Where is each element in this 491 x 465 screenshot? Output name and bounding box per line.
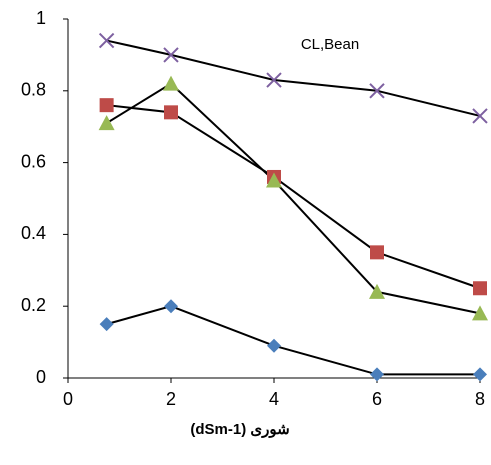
marker [99, 98, 114, 113]
marker [369, 283, 385, 299]
marker [164, 105, 178, 120]
y-tick-label: 0.4 [21, 223, 46, 243]
x-tick-label: 8 [475, 389, 485, 409]
marker [267, 338, 281, 353]
marker [163, 75, 179, 91]
x-axis-label: شوری (dSm-1) [190, 421, 289, 438]
chart-title: CL,Bean [301, 36, 359, 53]
marker [266, 72, 282, 88]
y-tick-label: 0.8 [21, 80, 46, 100]
x-tick-label: 4 [269, 389, 279, 409]
marker [472, 108, 488, 124]
marker [266, 172, 282, 188]
marker [369, 83, 385, 99]
marker [472, 305, 488, 321]
series-line [106, 82, 481, 315]
marker [473, 367, 487, 382]
marker [163, 47, 179, 63]
series-line [106, 104, 481, 290]
marker [473, 281, 487, 296]
marker [370, 245, 384, 260]
marker [98, 115, 115, 131]
x-tick-label: 0 [63, 389, 73, 409]
y-tick-label: 0 [36, 367, 46, 387]
marker [99, 317, 114, 332]
marker [98, 32, 115, 49]
series-line [106, 39, 481, 117]
x-tick-label: 2 [166, 389, 176, 409]
marker [370, 367, 384, 382]
marker [164, 299, 178, 314]
y-tick-label: 1 [36, 8, 46, 28]
x-tick-label: 6 [372, 389, 382, 409]
series-line [106, 305, 480, 376]
y-tick-label: 0.2 [21, 295, 46, 315]
y-tick-label: 0.6 [21, 151, 46, 171]
